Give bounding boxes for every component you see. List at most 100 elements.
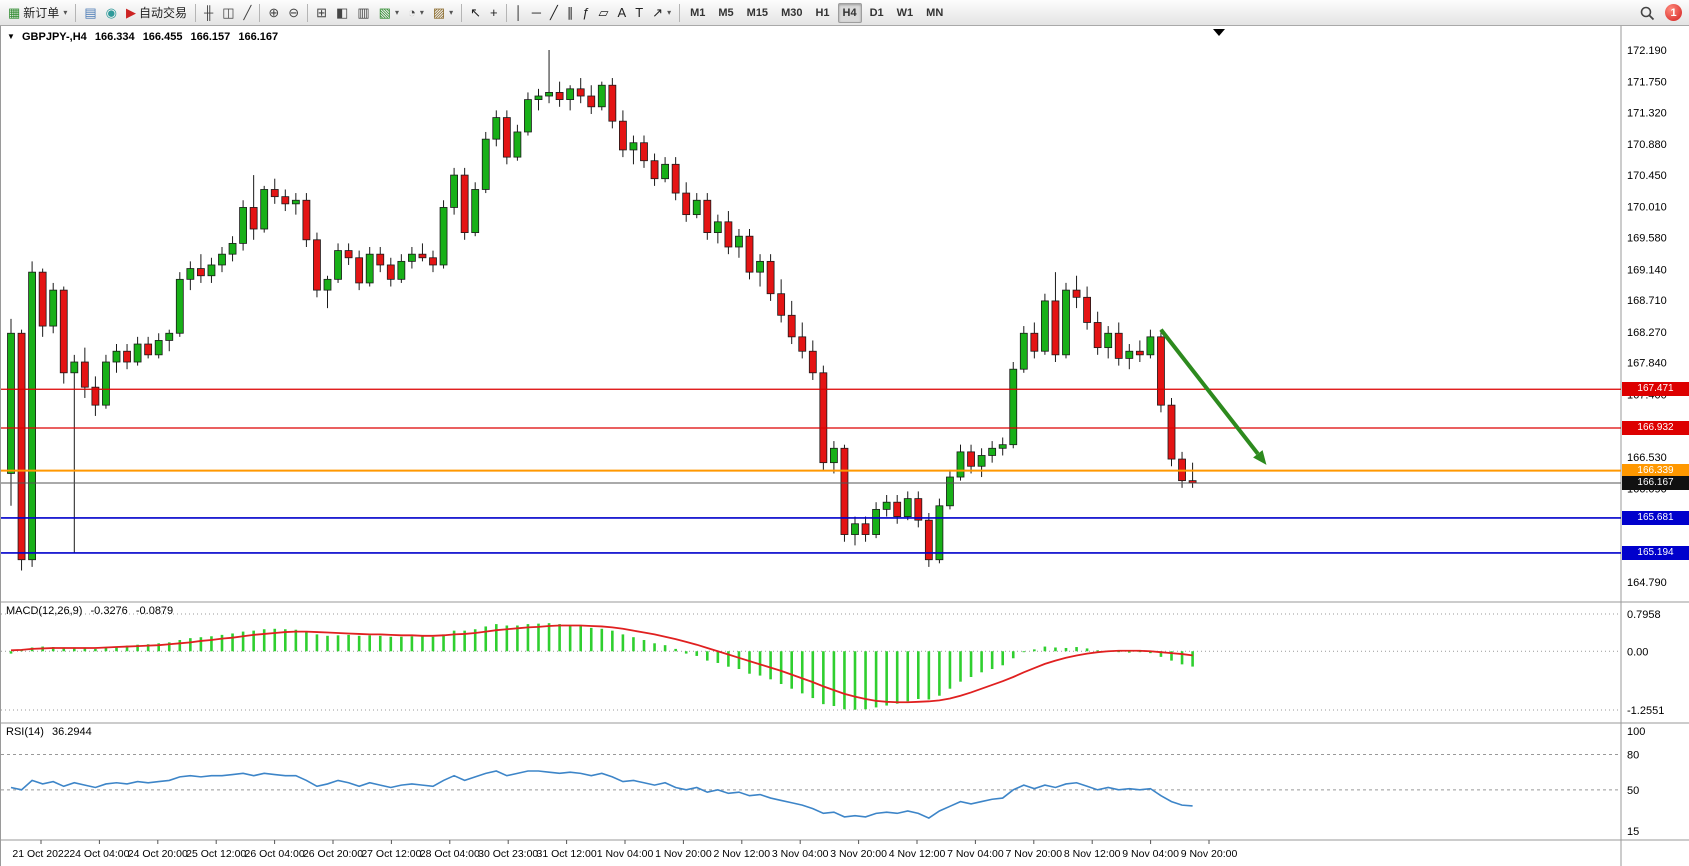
- macd-axis-label: -1.2551: [1627, 705, 1664, 717]
- magnifier-glyph: [1640, 6, 1655, 20]
- arrange-horizontal-icon: ▥: [357, 5, 370, 20]
- text-label-icon[interactable]: T: [631, 1, 647, 25]
- zoom-in-icon[interactable]: ⊕: [264, 1, 283, 25]
- fibonacci-icon[interactable]: ƒ: [578, 1, 593, 25]
- resistance-line-2-tag: 166.932: [1622, 421, 1689, 435]
- timeframe-d1[interactable]: D1: [869, 6, 884, 19]
- autotrading-button[interactable]: ▶ 自动交易: [122, 1, 191, 25]
- crosshair-icon[interactable]: +: [486, 1, 502, 25]
- toolbar-separator: [461, 3, 463, 22]
- zoom-out-icon: ⊖: [288, 5, 300, 20]
- rsi-axis[interactable]: 100 80 50 15: [1627, 726, 1645, 838]
- new-order-button-label: 新订单: [23, 6, 60, 20]
- dropdown-caret-icon: ▾: [449, 8, 454, 17]
- time-tick-label: 9 Nov 20:00: [1181, 848, 1238, 860]
- macd-axis-label: 0.7958: [1627, 609, 1661, 621]
- toolbar-separator: [259, 3, 261, 22]
- bid-price-line-tag: 166.167: [1622, 476, 1689, 490]
- arrange-vertical-icon[interactable]: ◧: [332, 1, 352, 25]
- timeframe-h4[interactable]: H4: [837, 2, 862, 23]
- trendline-icon: ╱: [549, 5, 558, 20]
- candlestick-chart-icon: ◫: [222, 5, 235, 20]
- arrows-icon[interactable]: ↗ ▾: [648, 1, 675, 25]
- timeframe-h1[interactable]: H1: [815, 6, 830, 19]
- dropdown-caret-icon: ▾: [667, 8, 672, 17]
- arrange-horizontal-icon[interactable]: ▥: [353, 1, 373, 25]
- shapes-icon: ▱: [598, 5, 609, 20]
- candlestick-series: [7, 50, 1197, 571]
- time-tick-label: 4 Nov 12:00: [889, 848, 946, 860]
- charts-window-icon[interactable]: ▤: [80, 1, 100, 25]
- toolbar-separator: [307, 3, 309, 22]
- chart-shift-marker[interactable]: [1213, 29, 1225, 36]
- timeframe-w1[interactable]: W1: [896, 6, 914, 19]
- chart-window[interactable]: 172.190 171.750 171.320 170.880 170.450 170.0…: [0, 26, 1689, 866]
- macd-label: MACD(12,26,9) -0.3276 -0.0879: [6, 605, 173, 617]
- price-tick-label: 167.840: [1627, 358, 1667, 370]
- chart-canvas[interactable]: 172.190 171.750 171.320 170.880 170.450 170.0…: [1, 26, 1689, 866]
- time-tick-label: 24 Oct 04:00: [69, 848, 129, 860]
- ohlc-bars-icon[interactable]: ╫: [200, 1, 217, 25]
- price-tick-label: 172.190: [1627, 45, 1667, 57]
- new-chart-icon: ▧: [378, 5, 391, 20]
- timeframe-m30[interactable]: M30: [781, 6, 803, 19]
- time-tick-label: 2 Nov 12:00: [713, 848, 770, 860]
- time-tick-label: 26 Oct 04:00: [245, 848, 305, 860]
- tile-windows-icon[interactable]: ⊞: [312, 1, 331, 25]
- vertical-line-icon: │: [514, 5, 523, 20]
- timeframe-m1[interactable]: M1: [690, 6, 706, 19]
- channel-icon[interactable]: ∥: [563, 1, 578, 25]
- time-tick-label: 3 Nov 04:00: [772, 848, 829, 860]
- zoom-in-icon: ⊕: [268, 5, 280, 20]
- time-tick-label: 27 Oct 12:00: [361, 848, 421, 860]
- quote-low: 166.157: [190, 31, 231, 43]
- notification-badge[interactable]: 1: [1665, 4, 1682, 21]
- fibonacci-icon: ƒ: [582, 5, 590, 20]
- macd-axis[interactable]: 0.7958 0.00 -1.2551: [1627, 609, 1664, 717]
- ohlc-bars-icon: ╫: [203, 5, 214, 20]
- new-chart-icon[interactable]: ▧ ▾: [375, 1, 403, 25]
- dropdown-caret-icon: ▾: [63, 8, 68, 17]
- drawn-arrow[interactable]: [1159, 328, 1267, 465]
- timeframe-mn[interactable]: MN: [926, 6, 944, 19]
- templates-icon[interactable]: ▨ ▾: [429, 1, 457, 25]
- macd-signal-line: [10, 624, 1193, 704]
- candlestick-chart-icon[interactable]: ◫: [218, 1, 238, 25]
- vertical-line-icon[interactable]: │: [511, 1, 527, 25]
- time-tick-label: 8 Nov 12:00: [1064, 848, 1121, 860]
- timeframe-m5[interactable]: M5: [718, 6, 734, 19]
- trendline-icon[interactable]: ╱: [546, 1, 562, 25]
- rsi-axis-label: 100: [1627, 726, 1645, 738]
- time-tick-label: 30 Oct 23:00: [478, 848, 538, 860]
- text-icon[interactable]: A: [614, 1, 631, 25]
- market-watch-icon[interactable]: ◉: [102, 1, 121, 25]
- search-icon[interactable]: [1635, 1, 1659, 25]
- timeframe-m15[interactable]: M15: [746, 6, 769, 19]
- macd-panel: [1, 613, 1621, 711]
- price-tick-label: 169.580: [1627, 233, 1667, 245]
- toolbar: ▦ 新订单 ▾ ▤ ◉ ▶ 自动交易 ╫ ◫ ╱ ⊕ ⊖ ⊞ ◧ ▥ ▧ ▾ ◔ ▾ ▨ ▾ ↖ + │ ─ ╱ ∥ ƒ ▱ A T ↗ ▾ M1…: [0, 0, 1689, 26]
- channel-icon: ∥: [566, 5, 574, 20]
- macd-name: MACD(12,26,9): [6, 605, 83, 617]
- new-order-button[interactable]: ▦ 新订单 ▾: [4, 1, 71, 25]
- quote-collapse-icon[interactable]: ▼: [7, 32, 15, 41]
- cursor-icon[interactable]: ↖: [466, 1, 485, 25]
- zoom-out-icon[interactable]: ⊖: [284, 1, 303, 25]
- price-tick-label: 166.530: [1627, 452, 1667, 464]
- periods-icon[interactable]: ◔ ▾: [404, 1, 428, 25]
- rsi-name: RSI(14): [6, 726, 44, 738]
- toolbar-separator: [194, 3, 196, 22]
- price-axis[interactable]: 172.190 171.750 171.320 170.880 170.450 170.0…: [1627, 45, 1667, 589]
- time-tick-label: 26 Oct 20:00: [303, 848, 363, 860]
- horizontal-line-icon[interactable]: ─: [528, 1, 545, 25]
- horizontal-line-icon: ─: [531, 5, 541, 20]
- line-chart-icon[interactable]: ╱: [240, 1, 256, 25]
- text-label-icon: T: [635, 5, 644, 20]
- dropdown-caret-icon: ▾: [419, 8, 424, 17]
- quote-close: 166.167: [238, 31, 279, 43]
- arrows-icon: ↗: [652, 5, 664, 20]
- shapes-icon[interactable]: ▱: [595, 1, 613, 25]
- rsi-axis-label: 80: [1627, 750, 1639, 762]
- price-tick-label: 170.010: [1627, 202, 1667, 214]
